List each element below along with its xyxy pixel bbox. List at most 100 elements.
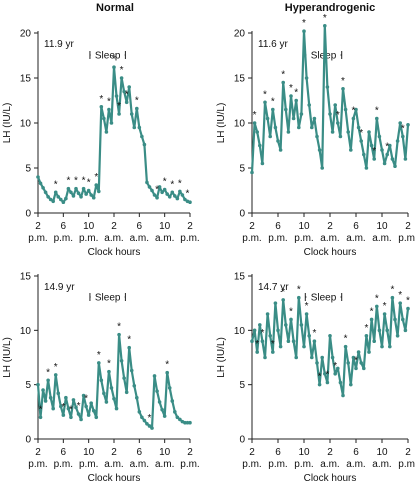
lh-data-point [310, 355, 314, 360]
x-tick-label-period: p.m. [79, 233, 98, 244]
lh-data-point [147, 424, 152, 428]
x-tick-label-hour: 10 [376, 447, 388, 458]
pulse-peak-marker: * [318, 372, 322, 383]
lh-data-point [56, 195, 61, 199]
y-tick-label: 15 [234, 74, 246, 85]
lh-data-point [273, 301, 278, 305]
lh-data-point [398, 301, 403, 305]
lh-data-point [367, 350, 371, 354]
lh-data-point [124, 100, 129, 105]
lh-data-point [61, 413, 66, 417]
lh-data-point [81, 186, 86, 191]
lh-data-point [302, 344, 306, 349]
lh-data-point [304, 312, 309, 316]
lh-data-point [315, 134, 319, 139]
lh-data-point [51, 406, 55, 411]
y-axis-title: LH (IU/L) [216, 337, 227, 378]
sleep-label: Sleep [95, 293, 121, 304]
age-annotation: 14.7 yr [258, 282, 289, 293]
lh-data-point [97, 189, 101, 194]
column-title-hyperandrogenic: Hyperandrogenic [285, 2, 375, 14]
lh-data-point [76, 191, 81, 195]
lh-data-point [61, 200, 66, 204]
lh-data-point [294, 98, 299, 103]
lh-data-point [406, 123, 410, 127]
lh-data-point [367, 130, 371, 134]
lh-data-point [393, 317, 397, 322]
x-tick-label-period: p.m. [294, 459, 313, 470]
y-tick-label: 15 [234, 272, 246, 283]
x-tick-label-period: a.m. [320, 459, 339, 470]
lh-data-point [356, 125, 361, 130]
lh-data-point [395, 333, 400, 338]
lh-data-point [119, 76, 124, 80]
pulse-peak-marker: * [390, 285, 394, 296]
lh-data-point [268, 333, 273, 338]
lh-data-point [349, 148, 353, 152]
pulse-peak-marker: * [294, 88, 298, 99]
lh-data-point [338, 134, 343, 139]
lh-data-point [124, 390, 129, 395]
pulse-peak-marker: * [372, 146, 376, 157]
pulse-peak-marker: * [112, 54, 116, 65]
x-tick-label-hour: 2 [35, 447, 41, 458]
y-tick-label: 5 [239, 164, 245, 175]
lh-data-point [294, 355, 299, 360]
pulse-peak-marker: * [271, 339, 275, 350]
pulse-peak-marker: * [375, 106, 379, 117]
pulse-peak-marker: * [305, 301, 309, 312]
lh-data-point [170, 399, 175, 403]
pulse-peak-marker: * [271, 97, 275, 108]
x-tick-label-hour: 2 [187, 221, 193, 232]
x-tick-label-period: p.m. [54, 459, 73, 470]
lh-data-point [140, 134, 144, 139]
lh-data-point [84, 192, 88, 196]
x-tick-label-period: a.m. [372, 233, 391, 244]
lh-data-point [281, 80, 286, 85]
x-tick-label-hour: 10 [298, 221, 310, 232]
lh-data-point [333, 103, 338, 107]
lh-data-point [338, 380, 343, 385]
pulse-peak-marker: * [186, 188, 190, 199]
lh-data-point [401, 134, 405, 139]
x-tick-label-hour: 10 [298, 447, 310, 458]
pulse-peak-marker: * [281, 287, 285, 298]
lh-data-point [351, 116, 356, 121]
x-axis-title: Clock hours [304, 473, 357, 484]
lh-data-point [323, 24, 327, 28]
lh-data-point [112, 65, 116, 69]
x-tick-label-hour: 6 [137, 447, 143, 458]
pulse-peak-marker: * [117, 101, 121, 112]
pulse-peak-marker: * [297, 285, 301, 296]
x-tick-label-period: a.m. [320, 233, 339, 244]
lh-data-point [64, 395, 68, 400]
lh-data-point [250, 339, 254, 344]
sleep-label: Sleep [311, 293, 337, 304]
lh-data-point [104, 130, 109, 134]
x-tick-label-hour: 10 [83, 447, 95, 458]
lh-data-point [390, 295, 395, 300]
x-tick-label-hour: 2 [249, 447, 255, 458]
x-tick-label-hour: 2 [405, 447, 411, 458]
lh-data-point [43, 399, 48, 403]
y-tick-label: 5 [239, 380, 245, 391]
y-tick-label: 10 [234, 119, 246, 130]
pulse-peak-marker: * [39, 404, 43, 415]
lh-data-point [104, 400, 109, 404]
lh-data-point [71, 398, 76, 402]
pulse-peak-marker: * [312, 328, 316, 339]
lh-data-point [385, 152, 390, 157]
lh-data-point [401, 317, 405, 322]
lh-data-point [377, 134, 382, 139]
lh-data-point [286, 130, 291, 134]
lh-data-point [278, 148, 283, 152]
pulse-peak-marker: * [127, 335, 131, 346]
lh-data-point [263, 355, 267, 360]
x-tick-label-hour: 2 [111, 221, 117, 232]
panel-bottom-right: 0510152p.m.6p.m.10p.m.2a.m.6a.m.10a.m.2p… [216, 272, 415, 485]
lh-data-point [390, 157, 395, 161]
lh-data-point [162, 187, 167, 192]
lh-data-point [160, 407, 164, 412]
lh-data-point [89, 193, 93, 197]
lh-data-point [299, 323, 304, 327]
